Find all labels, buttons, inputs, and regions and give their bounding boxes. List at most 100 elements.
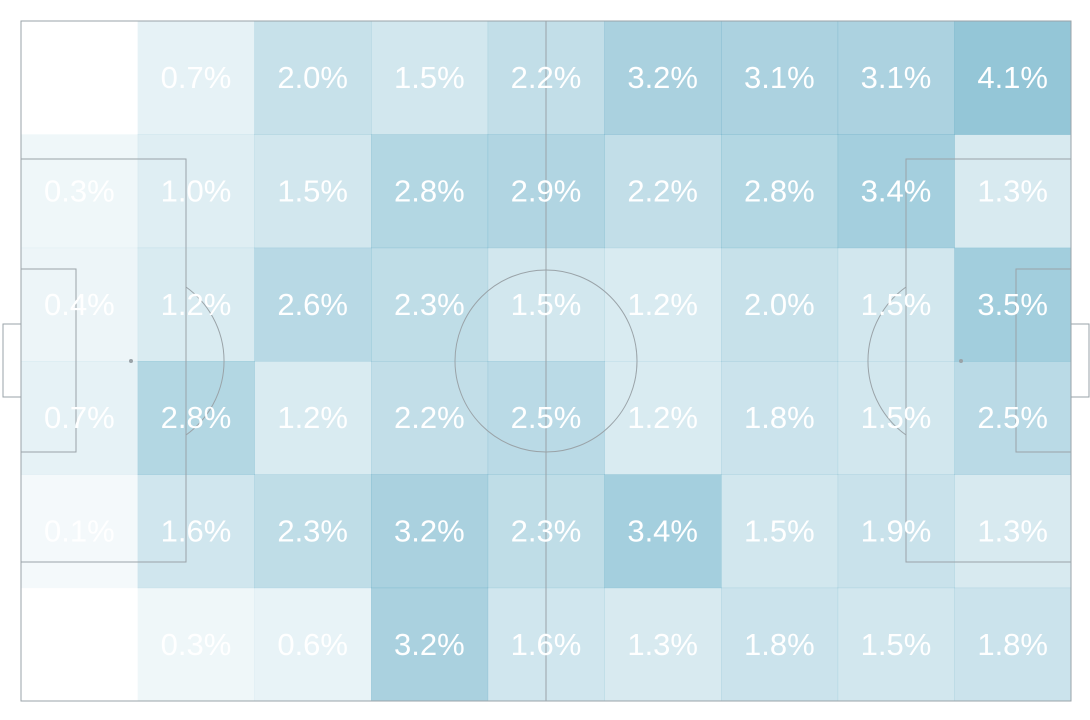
heatmap-cell-r3-c3 (371, 361, 489, 475)
heatmap-cell-r4-c3 (371, 474, 489, 589)
heatmap-cell-r2-c6 (721, 247, 839, 362)
heatmap-cell-r1-c0 (21, 134, 139, 249)
cell-label-r3-c4: 2.5% (511, 400, 582, 435)
heatmap-cell-r5-c5 (604, 587, 722, 702)
cell-label-r2-c3: 2.3% (394, 287, 465, 322)
cell-label-r0-c3: 1.5% (394, 60, 465, 95)
cell-label-r4-c2: 2.3% (277, 514, 348, 549)
heatmap-cell-r4-c8 (954, 474, 1072, 589)
cell-label-r3-c8: 2.5% (977, 400, 1048, 435)
cell-label-r3-c0: 0.7% (44, 400, 115, 435)
heatmap-cell-r0-c8 (954, 21, 1072, 135)
heatmap-cell-r4-c5 (604, 474, 722, 589)
heatmap-cell-r2-c7 (837, 247, 955, 362)
left-penalty-spot (129, 359, 133, 363)
cell-label-r1-c7: 3.4% (861, 174, 932, 209)
heatmap-labels: 0.7% 2.0% 1.5% 2.2% 3.2% 3.1% 3.1% 4.1% 0.3% 1.0%… (44, 60, 1048, 662)
cell-label-r1-c0: 0.3% (44, 174, 115, 209)
heatmap-cell-r2-c1 (137, 247, 255, 362)
cell-label-r3-c5: 1.2% (627, 400, 698, 435)
heatmap-cell-r2-c5 (604, 247, 722, 362)
cell-label-r2-c6: 2.0% (744, 287, 815, 322)
cell-label-r5-c7: 1.5% (861, 627, 932, 662)
cell-label-r1-c5: 2.2% (627, 174, 698, 209)
cell-label-r5-c3: 3.2% (394, 627, 465, 662)
heatmap-cell-r0-c1 (137, 21, 255, 135)
heatmap-cell-r5-c2 (254, 587, 372, 702)
cell-label-r4-c3: 3.2% (394, 514, 465, 549)
cell-label-r2-c7: 1.5% (861, 287, 932, 322)
cell-label-r4-c8: 1.3% (977, 514, 1048, 549)
cell-label-r4-c6: 1.5% (744, 514, 815, 549)
heatmap-cell-r5-c8 (954, 587, 1072, 702)
heatmap-cell-r0-c0 (21, 21, 138, 135)
cell-label-r1-c2: 1.5% (277, 174, 348, 209)
right-goal (1070, 323, 1090, 398)
heatmap-cell-r4-c7 (837, 474, 955, 589)
cell-label-r2-c5: 1.2% (627, 287, 698, 322)
cell-label-r4-c0: 0.1% (44, 514, 115, 549)
cell-label-r1-c6: 2.8% (744, 174, 815, 209)
cell-label-r0-c1: 0.7% (161, 60, 232, 95)
heatmap-cell-r3-c8 (954, 361, 1072, 475)
heatmap-cell-r5-c1 (137, 587, 255, 702)
heatmap-cell-r1-c3 (371, 134, 489, 249)
heatmap-cell-r3-c5 (604, 361, 722, 475)
heatmap-cell-r1-c5 (604, 134, 722, 249)
heatmap-cell-r2-c0 (21, 247, 139, 362)
cell-label-r0-c2: 2.0% (277, 60, 348, 95)
heatmap-cell-r0-c2 (254, 21, 372, 135)
cell-label-r3-c1: 2.8% (161, 400, 232, 435)
heatmap-cell-r1-c8 (954, 134, 1072, 249)
cell-label-r1-c1: 1.0% (161, 174, 232, 209)
heatmap-cell-r1-c7 (837, 134, 955, 249)
heatmap-cell-r3-c2 (254, 361, 372, 475)
cell-label-r4-c1: 1.6% (161, 514, 232, 549)
heatmap-cell-r4-c6 (721, 474, 839, 589)
cell-label-r1-c4: 2.9% (511, 174, 582, 209)
heatmap-cell-r2-c8 (954, 247, 1072, 362)
right-penalty-spot (959, 359, 963, 363)
left-goal (2, 323, 22, 398)
cell-label-r3-c2: 1.2% (277, 400, 348, 435)
heatmap-cell-r5-c7 (837, 587, 955, 702)
heatmap-cell-r4-c2 (254, 474, 372, 589)
heatmap-cell-r4-c1 (137, 474, 255, 589)
cell-label-r1-c8: 1.3% (977, 174, 1048, 209)
heatmap-cells (21, 21, 1072, 702)
heatmap-cell-r3-c0 (21, 361, 139, 475)
cell-label-r3-c6: 1.8% (744, 400, 815, 435)
cell-label-r0-c8: 4.1% (977, 60, 1048, 95)
cell-label-r5-c4: 1.6% (511, 627, 582, 662)
right-penalty-arc (867, 286, 907, 436)
heatmap-cell-r1-c6 (721, 134, 839, 249)
heatmap-cell-r3-c1 (137, 361, 255, 475)
cell-label-r1-c3: 2.8% (394, 174, 465, 209)
left-penalty-arc (185, 286, 225, 436)
cell-label-r0-c7: 3.1% (861, 60, 932, 95)
cell-label-r2-c8: 3.5% (977, 287, 1048, 322)
cell-label-r0-c6: 3.1% (744, 60, 815, 95)
heatmap-cell-r0-c6 (721, 21, 839, 135)
cell-label-r0-c4: 2.2% (511, 60, 582, 95)
cell-label-r5-c1: 0.3% (161, 627, 232, 662)
cell-label-r2-c4: 1.5% (511, 287, 582, 322)
heatmap-cell-r2-c3 (371, 247, 489, 362)
heatmap-cell-r5-c0 (21, 588, 138, 702)
heatmap-cell-r1-c1 (137, 134, 255, 249)
heatmap-cell-r4-c0 (21, 474, 139, 589)
heatmap-cell-r3-c7 (837, 361, 955, 475)
cell-label-r5-c6: 1.8% (744, 627, 815, 662)
center-circle (454, 269, 638, 453)
heatmap-cell-r5-c3 (371, 587, 489, 702)
heatmap-cell-r3-c6 (721, 361, 839, 475)
heatmap-cell-r1-c2 (254, 134, 372, 249)
pitch-markings (2, 20, 1090, 702)
heatmap-cell-r5-c6 (721, 587, 839, 702)
cell-label-r0-c5: 3.2% (627, 60, 698, 95)
heatmap-cell-r2-c2 (254, 247, 372, 362)
heatmap-cell-r0-c5 (604, 21, 722, 135)
cell-label-r2-c0: 0.4% (44, 287, 115, 322)
